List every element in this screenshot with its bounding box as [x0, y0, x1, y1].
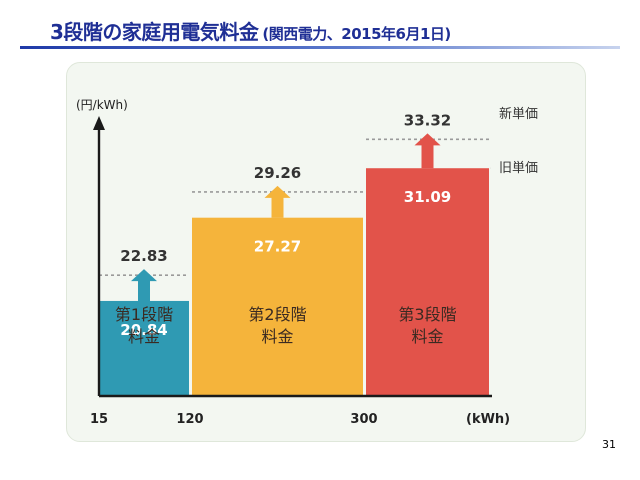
category-label-line: 料金 — [128, 327, 160, 346]
category-label-line: 料金 — [411, 327, 443, 346]
old-price-label-2: 27.27 — [254, 238, 301, 256]
page-title-main: 3段階の家庭用電気料金 — [50, 20, 259, 44]
category-label-line: 料金 — [261, 327, 293, 346]
new-price-label-1: 22.83 — [120, 247, 167, 265]
category-label-line: 第2段階 — [248, 305, 306, 324]
bar-tier-2 — [192, 217, 363, 396]
page-number: 31 — [602, 438, 616, 451]
increase-arrow-3 — [414, 133, 441, 169]
legend-new-price: 新単価 — [499, 106, 538, 122]
title-underline — [20, 46, 620, 49]
x-tick-label-2: 120 — [176, 412, 203, 427]
y-axis-unit-label: (円/kWh) — [76, 98, 128, 112]
new-price-label-3: 33.32 — [404, 111, 451, 129]
x-tick-label-3: 300 — [350, 412, 377, 427]
page-title: 3段階の家庭用電気料金 (関西電力、2015年6月1日) — [50, 16, 451, 45]
bar-tier-1 — [99, 300, 189, 396]
old-price-label-3: 31.09 — [404, 188, 451, 206]
old-price-label-1: 20.84 — [120, 321, 167, 339]
category-label-line: 第3段階 — [398, 305, 456, 324]
category-label-3: 第3段階料金 — [398, 305, 456, 346]
category-label-2: 第2段階料金 — [248, 305, 306, 346]
increase-arrow-1 — [131, 269, 157, 301]
x-axis-unit-label: (kWh) — [466, 412, 510, 427]
increase-arrow-2 — [264, 185, 291, 218]
new-price-label-2: 29.26 — [254, 164, 301, 182]
x-tick-label-1: 15 — [90, 412, 108, 427]
category-label-line: 第1段階 — [115, 305, 173, 324]
y-axis-arrowhead — [93, 116, 105, 130]
bar-tier-3 — [366, 168, 489, 396]
page-title-subtitle: (関西電力、2015年6月1日) — [262, 25, 451, 43]
category-label-1: 第1段階料金 — [115, 305, 173, 346]
legend-old-price: 旧単価 — [499, 160, 538, 176]
